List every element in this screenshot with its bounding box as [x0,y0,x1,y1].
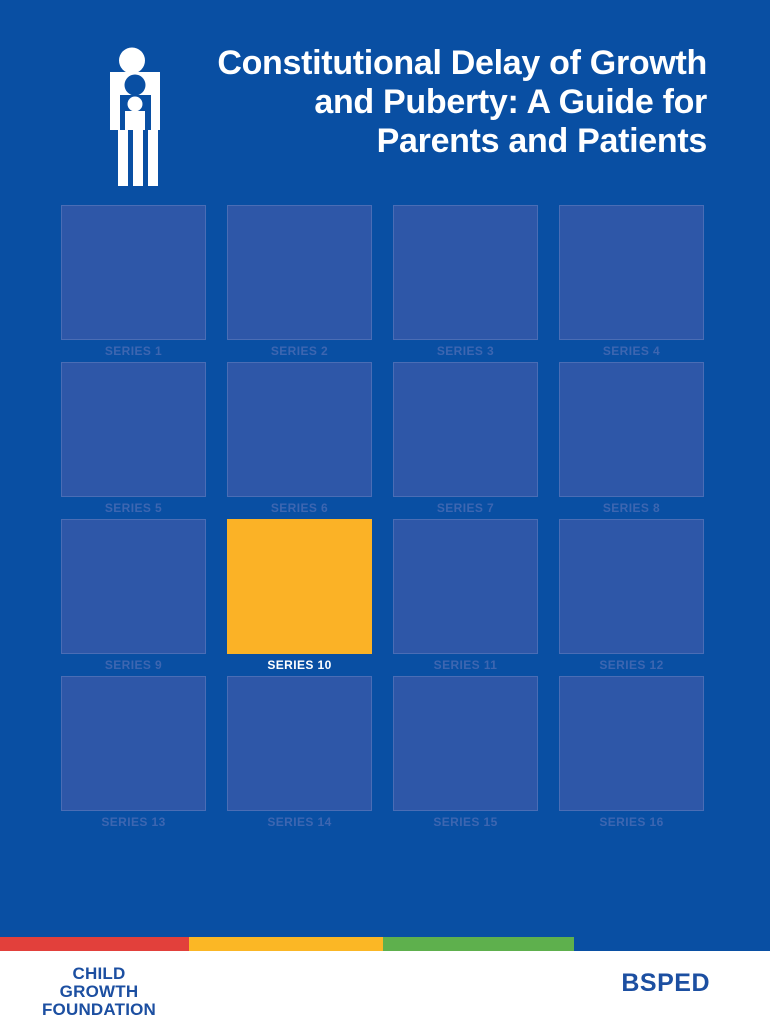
series-cell-16: SERIES 16 [559,676,704,833]
series-label-12: SERIES 12 [599,658,664,672]
series-grid: SERIES 1 SERIES 2 SERIES 3 SERIES 4 SERI… [61,205,704,833]
series-square-9 [61,519,206,654]
series-square-5 [61,362,206,497]
series-square-3 [393,205,538,340]
stripe-green-segment [383,937,574,951]
series-label-3: SERIES 3 [436,344,495,358]
series-label-15: SERIES 15 [433,815,498,829]
series-label-6: SERIES 6 [270,501,329,515]
series-label-7: SERIES 7 [436,501,495,515]
series-square-8 [559,362,704,497]
footer-color-stripe [0,937,770,951]
series-cell-2: SERIES 2 [227,205,372,362]
series-label-16: SERIES 16 [599,815,664,829]
footer: CHILD GROWTH FOUNDATION BSPED [0,951,770,1024]
stripe-red-segment [0,937,189,951]
series-cell-4: SERIES 4 [559,205,704,362]
series-cell-14: SERIES 14 [227,676,372,833]
series-square-11 [393,519,538,654]
series-label-9: SERIES 9 [104,658,163,672]
series-label-4: SERIES 4 [602,344,661,358]
cover-background: Constitutional Delay of Growth and Puber… [0,0,770,951]
series-cell-11: SERIES 11 [393,519,538,676]
page-title: Constitutional Delay of Growth and Puber… [107,44,707,161]
series-square-2 [227,205,372,340]
series-square-12 [559,519,704,654]
series-square-1 [61,205,206,340]
child-growth-foundation-logo-icon [108,47,162,187]
series-cell-9: SERIES 9 [61,519,206,676]
bsped-wordmark: BSPED [621,969,710,997]
series-label-5: SERIES 5 [104,501,163,515]
page-title-line-2: and Puberty: A Guide for [314,83,707,121]
series-label-8: SERIES 8 [602,501,661,515]
series-cell-10-highlighted: SERIES 10 [227,519,372,676]
series-square-13 [61,676,206,811]
series-cell-1: SERIES 1 [61,205,206,362]
series-cell-5: SERIES 5 [61,362,206,519]
series-square-10-highlighted [227,519,372,654]
series-label-14: SERIES 14 [267,815,332,829]
series-cell-13: SERIES 13 [61,676,206,833]
series-label-2: SERIES 2 [270,344,329,358]
page-title-line-1: Constitutional Delay of Growth [217,44,707,82]
cgf-wordmark-line-2: FOUNDATION [41,1000,157,1019]
series-cell-7: SERIES 7 [393,362,538,519]
child-growth-foundation-wordmark: CHILD GROWTH FOUNDATION [34,965,164,1019]
series-cell-8: SERIES 8 [559,362,704,519]
series-square-7 [393,362,538,497]
series-label-11: SERIES 11 [433,658,498,672]
series-label-10: SERIES 10 [267,658,332,672]
cgf-wordmark-line-1: CHILD GROWTH [59,964,139,1001]
series-square-6 [227,362,372,497]
series-square-4 [559,205,704,340]
series-cell-6: SERIES 6 [227,362,372,519]
series-cell-3: SERIES 3 [393,205,538,362]
series-cell-15: SERIES 15 [393,676,538,833]
series-square-15 [393,676,538,811]
nested-figures-icon [110,47,160,186]
series-label-1: SERIES 1 [104,344,163,358]
series-label-13: SERIES 13 [101,815,166,829]
stripe-yellow-segment [189,937,383,951]
series-square-16 [559,676,704,811]
series-cell-12: SERIES 12 [559,519,704,676]
page-title-line-3: Parents and Patients [376,122,708,160]
series-square-14 [227,676,372,811]
